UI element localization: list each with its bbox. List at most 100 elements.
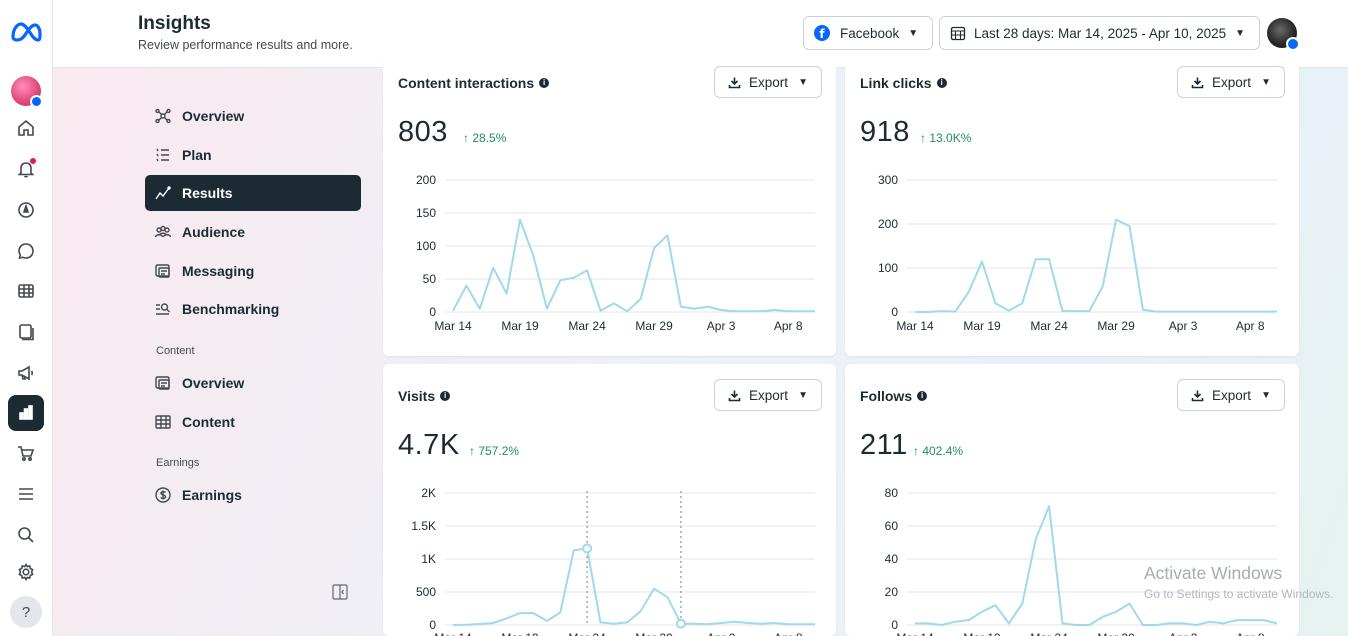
series-line	[915, 505, 1278, 626]
y-tick-label: 150	[416, 206, 436, 220]
benchmarking-icon	[156, 303, 170, 315]
nav-item-content[interactable]: Content	[145, 404, 361, 440]
download-icon	[728, 77, 741, 88]
audience-icon	[154, 225, 172, 238]
left-rail: ?	[0, 0, 53, 636]
card-follows: Follows i Export ▼ 211 ↑ 402.4% 0 20 40 60 80…	[845, 364, 1299, 636]
collapse-panel-icon[interactable]	[331, 583, 349, 601]
date-range-selector[interactable]: Last 28 days: Mar 14, 2025 - Apr 10, 202…	[939, 16, 1260, 50]
card-title-text: Link clicks	[860, 75, 932, 91]
cart-icon[interactable]	[8, 435, 44, 471]
nav-item-label: Content	[182, 414, 235, 430]
platform-selector[interactable]: f Facebook ▼	[803, 16, 933, 50]
nav-item-label: Overview	[182, 108, 245, 124]
x-tick-label: Mar 29	[635, 631, 673, 636]
facebook-icon: f	[814, 25, 830, 41]
data-point-marker	[675, 618, 686, 629]
facebook-badge-icon	[1286, 37, 1300, 51]
meta-logo-icon[interactable]	[9, 20, 43, 44]
y-tick-label: 100	[416, 239, 436, 253]
nav-item-content-overview[interactable]: Overview	[145, 365, 361, 401]
series-line	[452, 218, 815, 313]
x-tick-label: Apr 3	[1169, 631, 1198, 636]
x-tick-label: Apr 8	[774, 319, 803, 333]
y-tick-label: 200	[416, 173, 436, 187]
nav-item-results[interactable]: Results	[145, 175, 361, 211]
nav-item-label: Messaging	[182, 263, 255, 279]
x-tick-label: Mar 19	[963, 631, 1001, 636]
card-link-clicks: Link clicks i Export ▼ 918 ↑ 13.0K% 0 100 2…	[845, 56, 1299, 356]
nav-section-content: Content	[156, 345, 195, 357]
notification-dot	[30, 158, 36, 164]
y-tick-label: 300	[878, 173, 898, 187]
export-button[interactable]: Export ▼	[1177, 379, 1285, 411]
y-tick-label: 60	[885, 519, 899, 533]
insights-icon[interactable]	[8, 395, 44, 431]
nav-item-label: Benchmarking	[182, 301, 280, 317]
download-icon	[1191, 77, 1204, 88]
y-tick-label: 200	[878, 217, 898, 231]
notifications-icon[interactable]	[8, 151, 44, 187]
data-point-marker	[582, 543, 593, 554]
download-icon	[1191, 390, 1204, 401]
series-line	[452, 547, 815, 626]
pages-icon[interactable]	[8, 314, 44, 350]
nav-item-label: Overview	[182, 375, 245, 391]
caret-down-icon: ▼	[1261, 76, 1271, 88]
y-tick-label: 0	[891, 305, 898, 319]
x-tick-label: Apr 3	[707, 631, 736, 636]
x-tick-label: Mar 29	[1097, 319, 1135, 333]
content-interactions-chart: 0 50 100 150 200 Mar 14 Mar 19 Mar 24 Mar 29 Apr …	[416, 173, 815, 333]
caret-down-icon: ▼	[908, 27, 919, 39]
card-title-text: Follows	[860, 388, 913, 404]
metric-change: ↑ 13.0K%	[920, 131, 972, 145]
results-icon	[155, 186, 171, 200]
info-icon[interactable]: i	[539, 78, 550, 88]
x-tick-label: Apr 8	[774, 631, 803, 636]
export-button[interactable]: Export ▼	[714, 379, 822, 411]
search-icon[interactable]	[8, 517, 44, 553]
y-tick-label: 40	[885, 552, 899, 566]
card-title: Follows i	[860, 388, 928, 404]
x-tick-label: Mar 14	[896, 631, 934, 636]
export-button[interactable]: Export ▼	[1177, 66, 1285, 98]
chat-icon[interactable]	[8, 233, 44, 269]
megaphone-icon[interactable]	[8, 355, 44, 391]
metric-value: 4.7K	[398, 429, 460, 461]
nav-item-messaging[interactable]: Messaging	[145, 253, 361, 289]
export-label: Export	[1212, 74, 1252, 90]
nav-item-plan[interactable]: Plan	[145, 137, 361, 173]
card-title: Link clicks i	[860, 75, 947, 91]
settings-icon[interactable]	[8, 554, 44, 590]
profile-avatar[interactable]	[11, 76, 43, 108]
x-tick-label: Mar 24	[568, 631, 606, 636]
y-tick-label: 1K	[421, 552, 436, 566]
home-icon[interactable]	[8, 110, 44, 146]
download-icon	[728, 390, 741, 401]
page-subtitle: Review performance results and more.	[138, 38, 353, 52]
info-icon[interactable]: i	[440, 391, 451, 401]
nav-item-overview[interactable]: Overview	[145, 98, 361, 134]
caret-down-icon: ▼	[1261, 389, 1271, 401]
info-icon[interactable]: i	[936, 78, 947, 88]
nav-item-earnings[interactable]: Earnings	[145, 477, 361, 513]
compass-icon[interactable]	[8, 192, 44, 228]
info-icon[interactable]: i	[917, 391, 928, 401]
platform-selector-label: Facebook	[840, 25, 900, 41]
y-tick-label: 2K	[421, 486, 436, 500]
x-tick-label: Mar 14	[434, 631, 472, 636]
account-avatar[interactable]	[1267, 18, 1300, 51]
export-label: Export	[1212, 387, 1252, 403]
help-icon[interactable]: ?	[10, 596, 42, 628]
nav-item-benchmarking[interactable]: Benchmarking	[145, 291, 361, 327]
menu-icon[interactable]	[8, 476, 44, 512]
x-tick-label: Mar 19	[963, 319, 1001, 333]
nav-item-audience[interactable]: Audience	[145, 214, 361, 250]
export-button[interactable]: Export ▼	[714, 66, 822, 98]
card-title-text: Visits	[398, 388, 436, 404]
table-icon[interactable]	[8, 273, 44, 309]
nav-item-label: Earnings	[182, 487, 242, 503]
y-tick-label: 20	[885, 585, 899, 599]
caret-down-icon: ▼	[1235, 27, 1246, 39]
x-tick-label: Apr 3	[707, 319, 736, 333]
